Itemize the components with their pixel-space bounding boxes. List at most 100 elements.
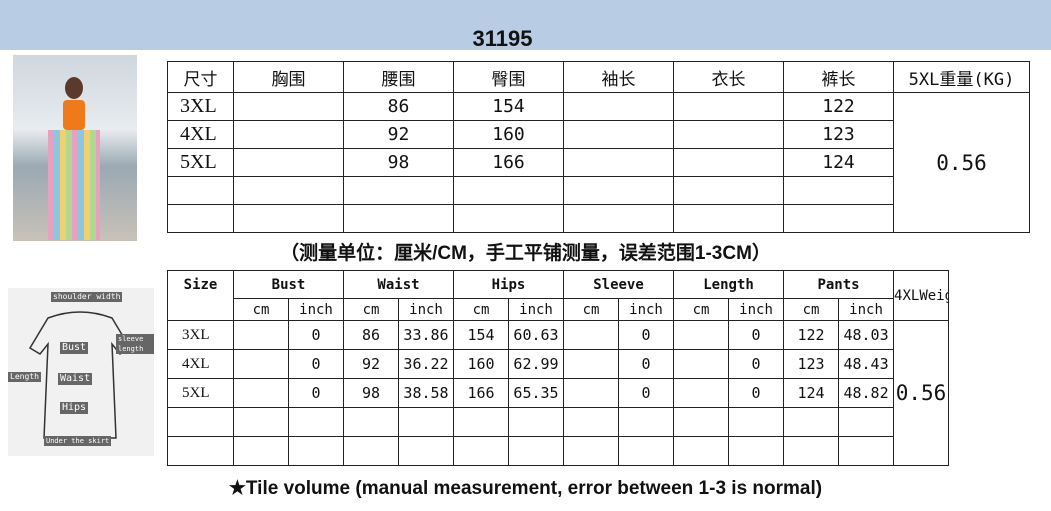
cell xyxy=(673,378,730,408)
size-cell: 3XL xyxy=(167,320,234,350)
header-pants: Pants xyxy=(783,270,895,299)
label-hips: Hips xyxy=(60,402,89,414)
size-cell: 3XL xyxy=(167,92,234,121)
unit-cm: cm xyxy=(453,298,509,321)
cell: 65.35 xyxy=(508,378,564,408)
unit-cm: cm xyxy=(673,298,730,321)
cell xyxy=(563,148,674,177)
header-sleeve: 袖长 xyxy=(563,61,674,93)
cell xyxy=(563,204,674,233)
cell: 0 xyxy=(617,320,675,350)
table-row: 3XL 86 154 122 0.56 xyxy=(167,92,1030,233)
size-table-chinese: 尺寸 胸围 腰围 臀围 袖长 衣长 裤长 5XL重量(KG) 3XL 86 15… xyxy=(167,61,1030,233)
cell: 160 xyxy=(453,349,509,379)
header-waist: 腰围 xyxy=(343,61,454,93)
size-cell: 5XL xyxy=(167,148,234,177)
label-sleeve-length: sleeve length xyxy=(116,334,154,354)
cell xyxy=(233,204,344,233)
cell: 0 xyxy=(728,378,785,408)
cell: 48.82 xyxy=(838,378,895,408)
unit-inch: inch xyxy=(728,298,785,321)
header-bust: Bust xyxy=(233,270,344,299)
unit-cm: cm xyxy=(233,298,289,321)
header-size: Size xyxy=(167,270,234,321)
cell xyxy=(673,120,784,149)
unit-cm: cm xyxy=(783,298,840,321)
size-cell: 4XL xyxy=(167,349,234,379)
size-cell: 4XL xyxy=(167,120,234,149)
table-row: 4XL 0 92 36.22 160 62.99 0 0 123 48.43 xyxy=(167,349,1051,379)
cell xyxy=(563,320,619,350)
cell: 166 xyxy=(453,148,564,177)
measurement-note-english: ★Tile volume (manual measurement, error … xyxy=(228,478,823,499)
measurement-note-chinese: （测量单位：厘米/CM，手工平铺测量，误差范围1-3CM） xyxy=(280,243,771,264)
cell xyxy=(673,204,784,233)
cell: 0 xyxy=(288,320,344,350)
cell: 48.03 xyxy=(838,320,895,350)
label-waist: Waist xyxy=(58,373,93,385)
unit-inch: inch xyxy=(398,298,454,321)
empty-row xyxy=(167,176,1030,205)
label-shoulder-width: shoulder width xyxy=(51,292,123,302)
product-photo xyxy=(13,55,137,241)
cell xyxy=(233,176,344,205)
cell: 124 xyxy=(783,148,894,177)
unit-inch: inch xyxy=(617,298,675,321)
empty-row xyxy=(167,204,1030,233)
label-length: Length xyxy=(8,372,41,382)
cell xyxy=(563,120,674,149)
cell xyxy=(233,120,344,149)
cell: 166 xyxy=(453,378,509,408)
unit-inch: inch xyxy=(288,298,344,321)
cell xyxy=(233,320,289,350)
header-hips: Hips xyxy=(453,270,564,299)
cell: 36.22 xyxy=(398,349,454,379)
cell xyxy=(673,176,784,205)
cell: 154 xyxy=(453,92,564,121)
cell xyxy=(673,349,730,379)
cell: 60.63 xyxy=(508,320,564,350)
cell xyxy=(233,349,289,379)
table-row: 4XL 92 160 123 xyxy=(167,120,1030,149)
header-band xyxy=(0,0,1051,50)
table-row: 5XL 0 98 38.58 166 65.35 0 0 124 48.82 xyxy=(167,378,1051,408)
header-pants: 裤长 xyxy=(783,61,894,93)
label-bust: Bust xyxy=(60,342,89,354)
cell: 38.58 xyxy=(398,378,454,408)
header-hips: 臀围 xyxy=(453,61,564,93)
cell: 98 xyxy=(343,148,454,177)
cell xyxy=(783,204,894,233)
header-waist: Waist xyxy=(343,270,454,299)
cell: 62.99 xyxy=(508,349,564,379)
cell: 123 xyxy=(783,349,840,379)
cell xyxy=(453,204,564,233)
label-under-skirt: Under the skirt xyxy=(44,436,112,446)
cell: 0 xyxy=(617,378,675,408)
cell: 0 xyxy=(728,320,785,350)
cell xyxy=(233,92,344,121)
cell xyxy=(673,148,784,177)
weight-value: 0.56 xyxy=(893,320,950,466)
cell: 98 xyxy=(343,378,399,408)
cell xyxy=(343,176,454,205)
cell: 92 xyxy=(343,120,454,149)
cell: 33.86 xyxy=(398,320,454,350)
cell xyxy=(343,204,454,233)
header-sleeve: Sleeve xyxy=(562,270,675,299)
cell: 0 xyxy=(617,349,675,379)
cell: 86 xyxy=(343,92,454,121)
unit-inch: inch xyxy=(508,298,564,321)
header-length: Length xyxy=(673,270,785,299)
cell: 0 xyxy=(288,349,344,379)
cell xyxy=(563,92,674,121)
cell: 160 xyxy=(453,120,564,149)
cell xyxy=(673,92,784,121)
cell xyxy=(453,176,564,205)
cell xyxy=(167,176,234,205)
cell: 0 xyxy=(288,378,344,408)
header-size: 尺寸 xyxy=(167,61,234,93)
cell: 154 xyxy=(453,320,509,350)
garment-measurement-diagram: shoulder width sleeve length Bust Length… xyxy=(8,288,154,456)
cell xyxy=(167,204,234,233)
size-cell: 5XL xyxy=(167,378,234,408)
